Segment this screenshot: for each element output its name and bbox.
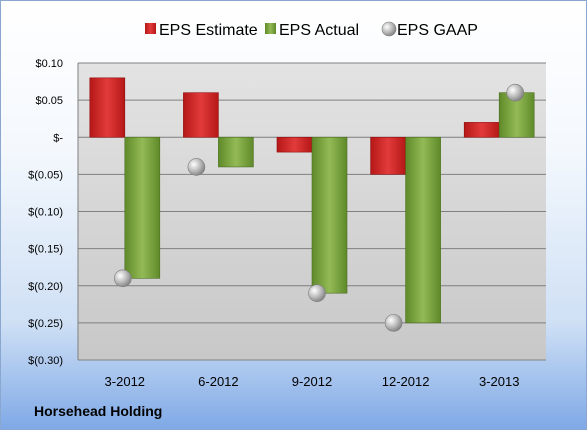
- y-tick-label: $(0.20): [28, 281, 63, 293]
- bar-eps-estimate: [463, 122, 500, 138]
- bar-eps-actual: [218, 136, 254, 168]
- legend-swatch-gaap: [381, 21, 397, 37]
- x-tick-label: 12-2012: [382, 374, 430, 389]
- y-tick-label: $(0.25): [28, 318, 63, 330]
- legend-label: EPS Estimate: [159, 22, 258, 39]
- bar-eps-actual: [405, 136, 441, 324]
- gaap-markers: [114, 83, 525, 332]
- y-tick-label: $(0.10): [28, 207, 63, 219]
- bar-eps-actual: [124, 136, 161, 279]
- legend-swatch-actual: [265, 23, 276, 34]
- y-tick-label: $-: [53, 132, 63, 144]
- y-tick-label: $0.10: [35, 58, 63, 70]
- y-tick-label: $(0.15): [28, 244, 63, 256]
- y-tick-label: $(0.30): [28, 355, 63, 367]
- x-tick-label: 3-2012: [105, 374, 145, 389]
- bar-eps-estimate: [370, 136, 406, 175]
- gaap-marker: [506, 83, 525, 102]
- bar-eps-actual: [311, 136, 348, 294]
- bar-eps-estimate: [183, 92, 219, 138]
- x-axis-labels: 3-2012 6-2012 9-2012 12-2012 3-2013: [105, 374, 520, 389]
- company-name: Horsehead Holding: [34, 403, 163, 419]
- legend-label: EPS Actual: [279, 22, 359, 39]
- bar-eps-estimate: [276, 136, 313, 153]
- bar-eps-estimate: [89, 77, 126, 138]
- legend: EPS Estimate EPS Actual EPS GAAP: [145, 21, 478, 39]
- y-tick-label: $(0.05): [28, 169, 63, 181]
- x-tick-label: 6-2012: [198, 374, 238, 389]
- y-tick-label: $0.05: [35, 95, 63, 107]
- gaap-marker: [308, 284, 326, 302]
- x-tick-label: 9-2012: [292, 374, 332, 389]
- gaap-marker: [114, 269, 132, 288]
- x-tick-label: 3-2013: [479, 374, 519, 389]
- y-axis-ticks: $0.10 $0.05 $- $(0.05) $(0.10) $(0.15) $(0.20)…: [28, 58, 63, 367]
- legend-swatch-estimate: [145, 23, 156, 34]
- legend-label: EPS GAAP: [397, 22, 478, 39]
- gaap-marker: [187, 158, 206, 176]
- gaap-marker: [384, 314, 403, 332]
